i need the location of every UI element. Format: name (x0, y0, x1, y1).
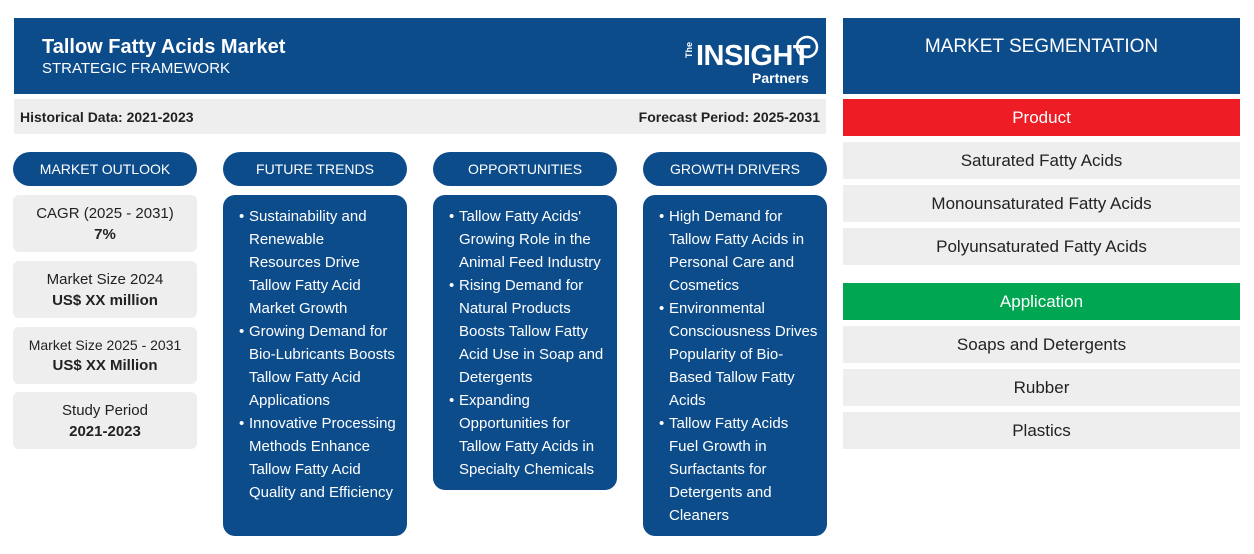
stat-cagr: CAGR (2025 - 2031) 7% (13, 195, 197, 252)
forecast-period: Forecast Period: 2025-2031 (638, 109, 820, 125)
segment-item: Monounsaturated Fatty Acids (843, 185, 1240, 222)
future-trends-list: Sustainability and Renewable Resources D… (223, 195, 407, 504)
list-item: Tallow Fatty Acids' Growing Role in the … (449, 205, 609, 274)
list-item: Tallow Fatty Acids Fuel Growth in Surfac… (659, 412, 819, 527)
stat-study-period: Study Period 2021-2023 (13, 392, 197, 449)
report-header: Tallow Fatty Acids Market STRATEGIC FRAM… (14, 18, 826, 94)
stat-label: CAGR (2025 - 2031) (36, 205, 174, 222)
stat-value: 7% (94, 226, 116, 243)
opportunities-list: Tallow Fatty Acids' Growing Role in the … (433, 195, 617, 481)
list-item: Innovative Processing Methods Enhance Ta… (239, 412, 399, 504)
growth-drivers-box: High Demand for Tallow Fatty Acids in Pe… (643, 195, 827, 536)
report-title: Tallow Fatty Acids Market (42, 36, 286, 58)
stat-label: Study Period (62, 402, 148, 419)
historical-period: Historical Data: 2021-2023 (20, 109, 194, 125)
segment-item: Polyunsaturated Fatty Acids (843, 228, 1240, 265)
insight-partners-logo: The INSIGHT Partners (666, 32, 826, 92)
list-item: Growing Demand for Bio-Lubricants Boosts… (239, 320, 399, 412)
stat-label: Market Size 2025 - 2031 (28, 337, 182, 353)
segment-category-application: Application (843, 283, 1240, 320)
logo-magnifier-icon (795, 35, 819, 59)
opportunities-box: Tallow Fatty Acids' Growing Role in the … (433, 195, 617, 490)
segment-item: Saturated Fatty Acids (843, 142, 1240, 179)
growth-drivers-heading: GROWTH DRIVERS (643, 152, 827, 186)
report-subtitle: STRATEGIC FRAMEWORK (42, 60, 231, 77)
market-outlook-heading: MARKET OUTLOOK (13, 152, 197, 186)
list-item: Rising Demand for Natural Products Boost… (449, 274, 609, 389)
list-item: Expanding Opportunities for Tallow Fatty… (449, 389, 609, 481)
list-item: Environmental Consciousness Drives Popul… (659, 297, 819, 412)
stat-value: US$ XX million (52, 292, 158, 309)
segmentation-heading: MARKET SEGMENTATION (843, 18, 1240, 94)
list-item: High Demand for Tallow Fatty Acids in Pe… (659, 205, 819, 297)
list-item: Sustainability and Renewable Resources D… (239, 205, 399, 320)
opportunities-heading: OPPORTUNITIES (433, 152, 617, 186)
segment-category-product: Product (843, 99, 1240, 136)
growth-drivers-list: High Demand for Tallow Fatty Acids in Pe… (643, 195, 827, 527)
logo-the: The (684, 41, 694, 58)
stat-value: US$ XX Million (52, 357, 158, 374)
logo-partners: Partners (752, 70, 809, 86)
period-bar: Historical Data: 2021-2023 Forecast Peri… (14, 99, 826, 134)
segment-item: Rubber (843, 369, 1240, 406)
stat-label: Market Size 2024 (46, 271, 164, 288)
stat-value: 2021-2023 (69, 423, 141, 440)
stat-market-size-2024: Market Size 2024 US$ XX million (13, 261, 197, 318)
future-trends-heading: FUTURE TRENDS (223, 152, 407, 186)
stat-market-size-forecast: Market Size 2025 - 2031 US$ XX Million (13, 327, 197, 384)
future-trends-box: Sustainability and Renewable Resources D… (223, 195, 407, 536)
segment-item: Plastics (843, 412, 1240, 449)
segment-item: Soaps and Detergents (843, 326, 1240, 363)
logo-insight: INSIGHT (696, 40, 811, 72)
